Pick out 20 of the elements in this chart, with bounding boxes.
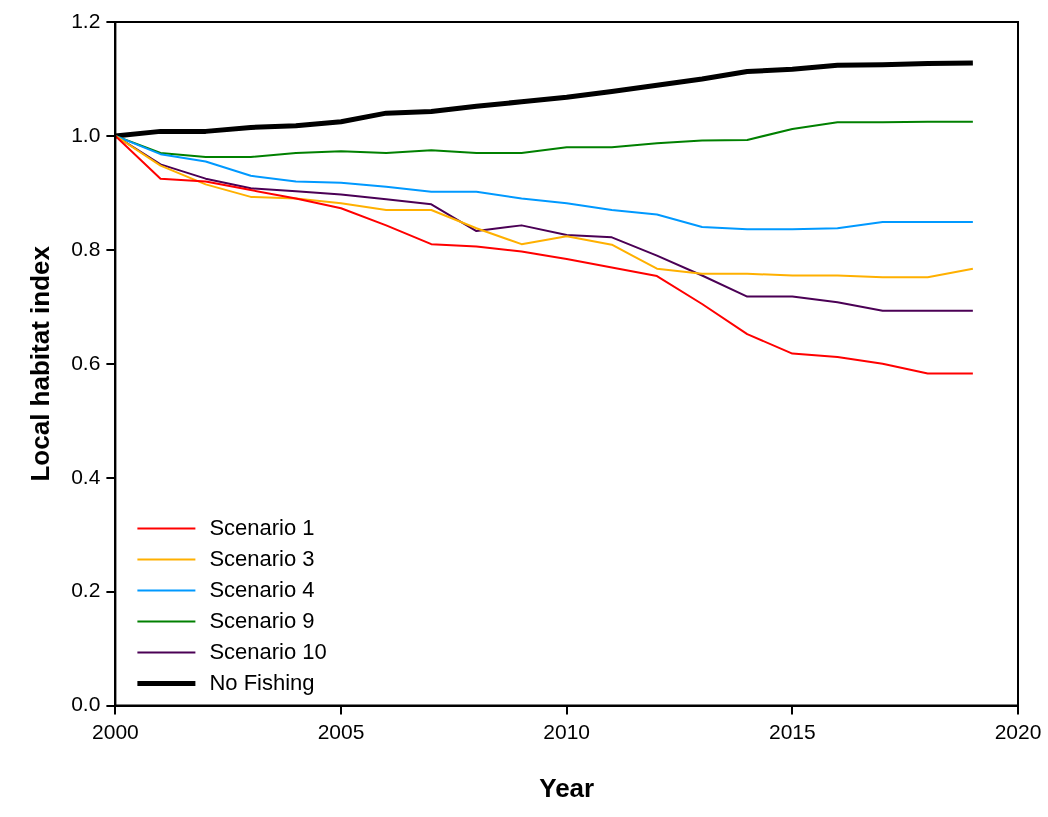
x-tick-label: 2000 [92,720,139,743]
y-tick-label: 0.8 [71,236,101,260]
y-tick-label: 0.0 [71,692,101,716]
legend-label: Scenario 3 [209,545,315,571]
y-tick-label: 0.4 [71,464,101,488]
y-tick-label: 0.6 [71,350,101,374]
x-tick-label: 2020 [994,720,1042,743]
x-tick-label: 2005 [317,720,365,743]
y-tick-label: 1.0 [71,122,101,146]
x-axis-title: Year [539,772,595,803]
y-tick-label: 0.2 [71,578,101,602]
y-axis-title: Local habitat index [24,245,55,482]
legend-label: Scenario 1 [209,514,315,540]
x-tick-label: 2010 [543,720,591,743]
x-tick-label: 2015 [768,720,816,743]
legend-label: No Fishing [209,669,315,695]
legend-label: Scenario 10 [209,638,327,664]
legend-label: Scenario 4 [209,576,315,602]
legend-label: Scenario 9 [209,607,315,633]
y-tick-label: 1.2 [71,8,101,32]
